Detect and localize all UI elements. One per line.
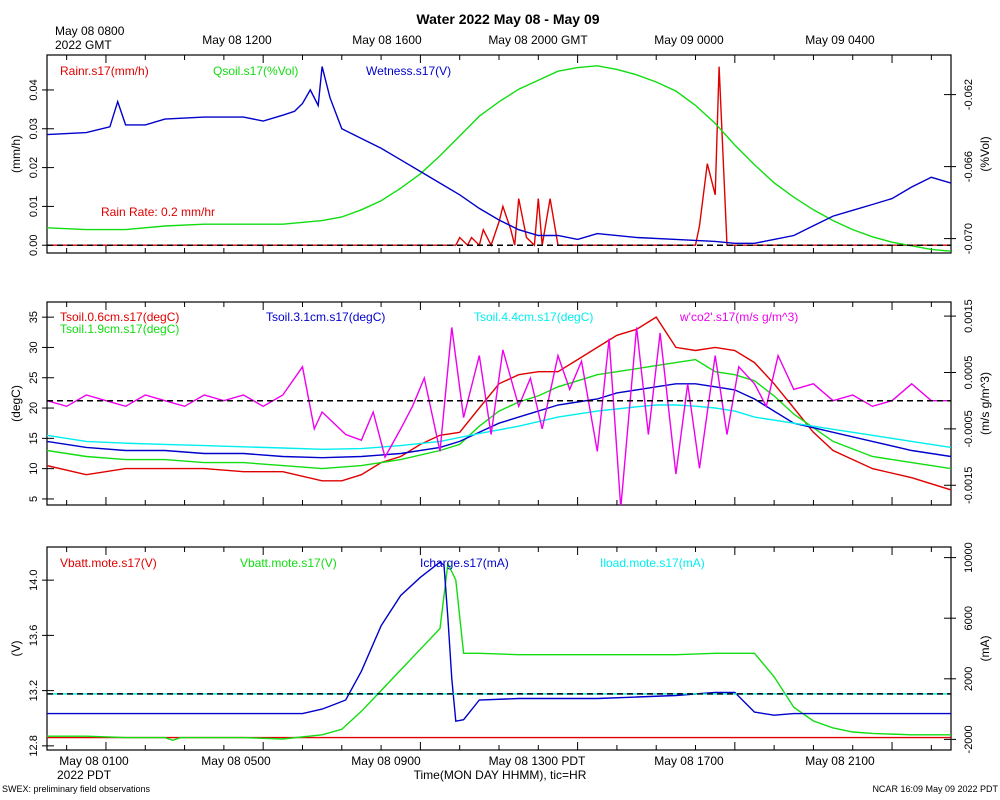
- top-axis-label: May 08 1600: [352, 33, 422, 47]
- bottom-axis-label: May 08 0100: [59, 754, 129, 768]
- series-line-qsoil-s17-vol--green: [47, 65, 951, 252]
- top-axis-label: May 08 2000 GMT: [488, 33, 588, 47]
- legend-label: Wetness.s17(V): [366, 64, 451, 78]
- footer-right-note: NCAR 16:09 May 09 2022 PDT: [872, 784, 998, 794]
- y-tick-label-left: 12.8: [28, 735, 40, 756]
- y-tick-label-left: 0.03: [28, 118, 40, 139]
- panel-frame: [46, 301, 952, 506]
- panel-rain-soil-moisture: 0.00 0.01 0.02 0.03 0.04 -0.062 -0.066 -0.070 (m…: [9, 54, 992, 256]
- legend-label: Tsoil.0.6cm.s17(degC): [60, 310, 179, 324]
- y-tick-label-left: 0.01: [28, 196, 40, 217]
- y-tick-label-right: -0.066: [963, 151, 975, 182]
- y-tick-label-left: 5: [28, 496, 40, 502]
- y-tick-label-left: 25: [28, 372, 40, 384]
- bottom-axis-label: May 08 0900: [351, 754, 421, 768]
- y-tick-label-right: 0.0015: [963, 299, 975, 333]
- y-tick-label-left: 13.6: [28, 625, 40, 646]
- y-tick-label-right: 0.0005: [963, 356, 975, 390]
- top-axis-first-label-line2: 2022 GMT: [55, 38, 112, 52]
- y-tick-label-left: 13.2: [28, 680, 40, 701]
- legend-label: w'co2'.s17(m/s g/m^3): [679, 310, 798, 324]
- y-tick-label-left: 30: [28, 341, 40, 353]
- y-tick-label-right: -0.0015: [963, 467, 975, 504]
- y-tick-label-left: 35: [28, 311, 40, 323]
- y-tick-label-right: -0.070: [963, 223, 975, 254]
- y-tick-label-left: 20: [28, 402, 40, 414]
- y-tick-label-left: 0.02: [28, 157, 40, 178]
- y-axis-title-right: (mA): [978, 636, 992, 662]
- y-tick-label-right: -2000: [963, 725, 975, 753]
- series-line-tsoil-4-4cm-s17-degc--cyan: [47, 404, 951, 451]
- series-group: [47, 65, 951, 252]
- top-axis-labels: May 08 1200 May 08 1600 May 08 2000 GMT May…: [202, 33, 875, 47]
- top-axis-label: May 09 0000: [654, 33, 724, 47]
- panel-battery-power: 12.8 13.2 13.6 14.0 -2000 2000 6000 10000 (V) (mA…: [9, 542, 992, 756]
- chart-title: Water 2022 May 08 - May 09: [416, 11, 599, 27]
- legend-label: Tsoil.4.4cm.s17(degC): [474, 310, 593, 324]
- bottom-axis-label: May 08 0500: [201, 754, 271, 768]
- bottom-axis-label: May 08 2100: [805, 754, 875, 768]
- series-line-icharge-s17-ma--blue: [47, 561, 951, 723]
- legend-label: Tsoil.3.1cm.s17(degC): [266, 310, 385, 324]
- top-axis-first-label-line1: May 08 0800: [55, 24, 125, 38]
- legend-label: Vbatt.mote.s17(V): [60, 556, 157, 570]
- legend-label: Tsoil.1.9cm.s17(degC): [60, 322, 179, 336]
- series-line-tsoil-0-6cm-s17-degc--red: [47, 316, 951, 491]
- legend-label: Iload.mote.s17(mA): [600, 556, 705, 570]
- y-tick-label-right: 2000: [963, 667, 975, 691]
- y-axis-title-left: (V): [9, 641, 23, 657]
- bottom-axis-label: May 08 1300 PDT: [489, 754, 586, 768]
- legend-label: Qsoil.s17(%Vol): [213, 64, 298, 78]
- series-line-tsoil-3-1cm-s17-degc--blue: [47, 383, 951, 459]
- series-line-wetness-s17-v--blue: [47, 66, 951, 245]
- legend-label: Icharge.s17(mA): [420, 556, 509, 570]
- y-tick-label-left: 14.0: [28, 569, 40, 590]
- series-line-vbatt-mote-s17-v--green: [47, 561, 951, 742]
- y-tick-label-right: 6000: [963, 606, 975, 630]
- y-tick-label-right: 10000: [963, 542, 975, 573]
- panel-soil-temperature-flux: 5 10 15 20 25 30 35 0.0015 0.0005 -0.0005 -0.0015 (…: [9, 299, 992, 506]
- series-line-tsoil-1-9cm-s17-degc--green: [47, 358, 951, 470]
- rain-rate-annotation: Rain Rate: 0.2 mm/hr: [101, 205, 215, 219]
- y-tick-label-right: -0.062: [963, 79, 975, 110]
- legend-label: Rainr.s17(mm/h): [60, 64, 149, 78]
- bottom-axis-labels: May 08 0100 May 08 0500 May 08 0900 May 08 …: [59, 754, 875, 768]
- bottom-axis-label: May 08 1700: [654, 754, 724, 768]
- series-line-rainr-s17-mm-h--red: [47, 66, 951, 248]
- x-axis-title: Time(MON DAY HHMM), tic=HR: [414, 768, 587, 782]
- series-group: [47, 316, 951, 505]
- top-axis-label: May 09 0400: [805, 33, 875, 47]
- panel-frame: [46, 546, 952, 751]
- y-axis-title-left: (degC): [9, 385, 23, 422]
- legend-label: Vbatt.mote.s17(V): [240, 556, 337, 570]
- panels: 0.00 0.01 0.02 0.03 0.04 -0.062 -0.066 -0.070 (m…: [9, 54, 992, 757]
- y-tick-label-right: -0.0005: [963, 410, 975, 447]
- y-axis-title-right: (%Vol): [978, 136, 992, 171]
- y-tick-label-left: 10: [28, 463, 40, 475]
- y-tick-label-left: 0.04: [28, 79, 40, 100]
- footer-left-note: SWEX: preliminary field observations: [2, 784, 151, 794]
- y-axis-title-right: (m/s g/m^3): [978, 372, 992, 435]
- y-tick-label-left: 15: [28, 432, 40, 444]
- y-axis-title-left: (mm/h): [9, 135, 23, 173]
- y-tick-label-left: 0.00: [28, 235, 40, 256]
- bottom-axis-year-label: 2022 PDT: [57, 768, 112, 782]
- series-line-w-co2-s17-m-s-g-m-3--magenta: [47, 327, 951, 505]
- top-axis-label: May 08 1200: [202, 33, 272, 47]
- series-group: [47, 561, 951, 742]
